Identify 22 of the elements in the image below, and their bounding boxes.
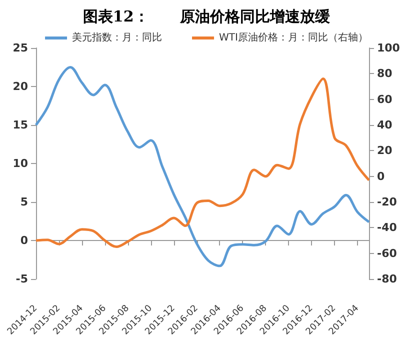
y-tick-label: 20 [12, 80, 28, 93]
legend-label: WTI原油价格：月：同比（右轴） [219, 32, 368, 44]
line-series [34, 78, 370, 248]
y2-tick-label: 40 [377, 118, 393, 132]
y-tick-label: 0 [20, 234, 28, 247]
y2-tick-label: 20 [377, 144, 393, 158]
y-tick-label: -5 [16, 272, 28, 286]
y2-tick-label: 60 [377, 92, 393, 106]
chart-title: 图表12： 原油价格同比增速放缓 [82, 8, 332, 26]
y2-tick-label: -20 [377, 196, 398, 208]
line-series [34, 66, 370, 268]
y-tick-label: 15 [12, 118, 28, 132]
y2-tick-label: -60 [377, 246, 398, 260]
y2-tick-label: 0 [377, 170, 385, 183]
y-tick-label: 10 [12, 157, 28, 170]
legend-label: 美元指数：月：同比 [72, 32, 162, 44]
y2-tick-label: -40 [377, 221, 398, 234]
y2-tick-label: 80 [377, 67, 393, 80]
y-tick-label: 25 [12, 42, 28, 54]
y-tick-label: 5 [20, 196, 28, 208]
y2-tick-label: -80 [377, 272, 398, 286]
y2-tick-label: 100 [377, 42, 400, 54]
